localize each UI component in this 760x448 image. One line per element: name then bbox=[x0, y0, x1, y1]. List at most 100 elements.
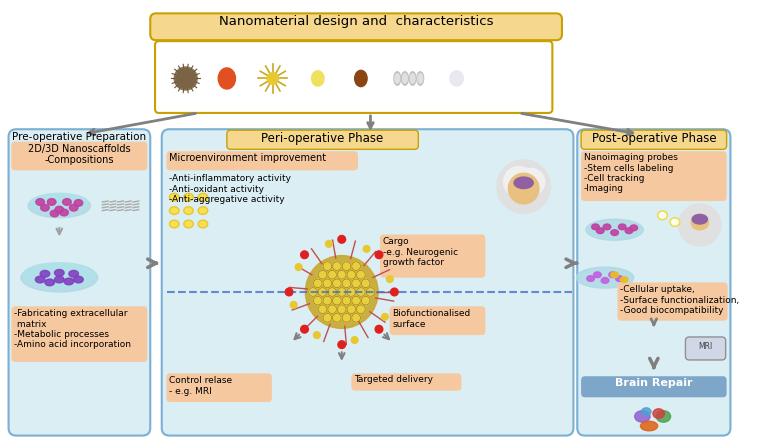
Ellipse shape bbox=[692, 215, 708, 224]
Ellipse shape bbox=[28, 194, 90, 218]
Circle shape bbox=[301, 251, 309, 258]
Circle shape bbox=[361, 279, 370, 288]
Ellipse shape bbox=[611, 230, 619, 236]
Circle shape bbox=[323, 314, 331, 322]
Ellipse shape bbox=[185, 195, 192, 200]
Circle shape bbox=[387, 276, 393, 282]
Ellipse shape bbox=[36, 276, 45, 283]
Ellipse shape bbox=[30, 194, 88, 212]
Circle shape bbox=[352, 279, 360, 288]
Ellipse shape bbox=[169, 220, 179, 228]
Circle shape bbox=[508, 173, 539, 204]
FancyBboxPatch shape bbox=[166, 151, 358, 170]
Circle shape bbox=[296, 264, 302, 271]
Ellipse shape bbox=[40, 204, 49, 211]
Circle shape bbox=[356, 305, 366, 314]
Text: Biofunctionalised
surface: Biofunctionalised surface bbox=[392, 309, 470, 329]
Circle shape bbox=[301, 325, 309, 333]
Ellipse shape bbox=[672, 219, 678, 225]
Circle shape bbox=[382, 314, 388, 320]
Ellipse shape bbox=[24, 263, 95, 287]
Ellipse shape bbox=[184, 194, 193, 201]
Circle shape bbox=[290, 302, 297, 308]
Ellipse shape bbox=[185, 222, 192, 226]
FancyBboxPatch shape bbox=[162, 129, 574, 435]
FancyBboxPatch shape bbox=[11, 142, 147, 170]
Circle shape bbox=[328, 288, 337, 296]
Circle shape bbox=[285, 288, 293, 296]
Ellipse shape bbox=[409, 72, 416, 85]
Text: Control relase
- e.g. MRI: Control relase - e.g. MRI bbox=[169, 376, 233, 396]
FancyBboxPatch shape bbox=[390, 306, 486, 335]
FancyBboxPatch shape bbox=[578, 129, 730, 435]
Text: Peri-operative Phase: Peri-operative Phase bbox=[261, 132, 384, 145]
Circle shape bbox=[318, 271, 327, 279]
Ellipse shape bbox=[355, 70, 367, 86]
Circle shape bbox=[337, 305, 346, 314]
Circle shape bbox=[337, 271, 346, 279]
Circle shape bbox=[328, 271, 337, 279]
FancyBboxPatch shape bbox=[581, 376, 727, 397]
Ellipse shape bbox=[620, 277, 628, 282]
Circle shape bbox=[176, 69, 195, 88]
Ellipse shape bbox=[47, 198, 56, 205]
Circle shape bbox=[328, 305, 337, 314]
Ellipse shape bbox=[659, 212, 666, 218]
Text: 2D/3D Nanoscaffolds
-Compositions: 2D/3D Nanoscaffolds -Compositions bbox=[28, 143, 131, 165]
Ellipse shape bbox=[45, 279, 55, 286]
Circle shape bbox=[361, 296, 370, 305]
Ellipse shape bbox=[55, 206, 64, 213]
Circle shape bbox=[333, 279, 341, 288]
Text: MRI: MRI bbox=[698, 342, 713, 351]
Ellipse shape bbox=[641, 421, 657, 431]
Ellipse shape bbox=[657, 211, 667, 220]
FancyBboxPatch shape bbox=[581, 130, 727, 149]
Ellipse shape bbox=[514, 177, 534, 189]
Circle shape bbox=[337, 288, 346, 296]
Text: Nanomaterial design and  characteristics: Nanomaterial design and characteristics bbox=[219, 15, 493, 28]
FancyBboxPatch shape bbox=[8, 129, 150, 435]
Circle shape bbox=[313, 296, 322, 305]
Ellipse shape bbox=[630, 225, 638, 231]
Circle shape bbox=[366, 288, 375, 296]
Ellipse shape bbox=[656, 411, 670, 422]
Text: Microenvironment improvement: Microenvironment improvement bbox=[169, 153, 327, 163]
Ellipse shape bbox=[395, 73, 400, 83]
Ellipse shape bbox=[40, 271, 49, 277]
Ellipse shape bbox=[50, 210, 59, 217]
Circle shape bbox=[497, 160, 550, 213]
Circle shape bbox=[352, 296, 360, 305]
Circle shape bbox=[352, 262, 360, 271]
FancyBboxPatch shape bbox=[226, 130, 418, 149]
Ellipse shape bbox=[603, 224, 611, 230]
FancyBboxPatch shape bbox=[11, 306, 147, 362]
Ellipse shape bbox=[591, 224, 600, 230]
Ellipse shape bbox=[594, 272, 601, 278]
Circle shape bbox=[347, 288, 356, 296]
FancyBboxPatch shape bbox=[351, 373, 461, 391]
Ellipse shape bbox=[171, 195, 178, 200]
Ellipse shape bbox=[401, 72, 408, 85]
Circle shape bbox=[318, 288, 327, 296]
Text: Targeted delivery: Targeted delivery bbox=[354, 375, 433, 384]
Circle shape bbox=[323, 279, 331, 288]
Ellipse shape bbox=[653, 409, 664, 418]
Circle shape bbox=[309, 288, 318, 296]
Ellipse shape bbox=[198, 207, 207, 215]
FancyBboxPatch shape bbox=[617, 282, 727, 321]
Circle shape bbox=[306, 256, 378, 328]
Ellipse shape bbox=[185, 208, 192, 213]
Ellipse shape bbox=[586, 219, 643, 240]
Circle shape bbox=[356, 271, 366, 279]
FancyBboxPatch shape bbox=[166, 373, 272, 402]
FancyBboxPatch shape bbox=[380, 235, 486, 278]
Text: Nanoimaging probes
-Stem cells labeling
-Cell tracking
-Imaging: Nanoimaging probes -Stem cells labeling … bbox=[584, 153, 678, 194]
Circle shape bbox=[504, 167, 534, 197]
Circle shape bbox=[333, 314, 341, 322]
Ellipse shape bbox=[21, 263, 97, 292]
Text: Brain Repair: Brain Repair bbox=[615, 378, 692, 388]
Ellipse shape bbox=[200, 222, 206, 226]
Ellipse shape bbox=[55, 276, 64, 283]
Circle shape bbox=[391, 288, 398, 296]
Circle shape bbox=[338, 341, 346, 349]
